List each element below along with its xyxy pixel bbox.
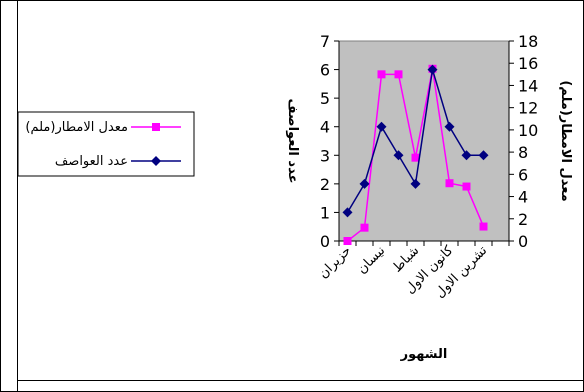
storms-point — [461, 150, 472, 161]
legend: معدل الامطار(ملم) عدد العواصف — [17, 111, 195, 177]
rainfall-point — [360, 223, 369, 232]
rainfall-point — [462, 182, 471, 191]
rainfall-point — [479, 222, 488, 231]
right-tick-label: 2 — [518, 210, 528, 229]
right-tick-label: 14 — [518, 76, 538, 95]
plot-area — [338, 40, 510, 242]
y-left-axis-title: عدد العواصف — [285, 99, 300, 184]
storms-point — [342, 207, 353, 218]
left-tick-label: 3 — [320, 146, 330, 165]
legend-marker-storms — [151, 156, 161, 166]
x-axis-title: الشهور — [400, 347, 448, 362]
storms-point — [478, 150, 489, 161]
left-tick-label: 6 — [320, 61, 330, 80]
right-tick-label: 8 — [518, 143, 528, 162]
left-tick-label: 0 — [320, 232, 330, 251]
legend-label-storms: عدد العواصف — [55, 154, 128, 169]
storms-point — [427, 64, 438, 75]
left-tick-label: 7 — [320, 32, 330, 51]
legend-marker-rainfall — [152, 123, 160, 131]
rainfall-point — [411, 153, 420, 162]
left-tick-label: 1 — [320, 203, 330, 222]
rainfall-point — [343, 237, 352, 245]
right-tick-label: 16 — [518, 54, 538, 73]
left-tick-label: 4 — [320, 118, 330, 137]
legend-box — [17, 111, 195, 177]
right-tick-label: 4 — [518, 188, 528, 207]
storms-point — [444, 121, 455, 132]
left-axis-ticks: 0 1 2 3 4 5 6 7 — [320, 32, 339, 251]
rainfall-point — [445, 179, 454, 188]
series-layer — [342, 64, 489, 245]
storms-point — [393, 150, 404, 161]
rainfall-point — [394, 70, 403, 79]
right-tick-label: 0 — [518, 232, 528, 251]
left-tick-label: 2 — [320, 175, 330, 194]
right-tick-label: 12 — [518, 99, 538, 118]
right-tick-label: 6 — [518, 165, 528, 184]
legend-label-rainfall: معدل الامطار(ملم) — [25, 120, 128, 135]
legend-entry-storms: عدد العواصف — [55, 154, 181, 169]
right-tick-label: 18 — [518, 32, 538, 51]
y-right-axis-title: معدل الامطار(ملم) — [558, 80, 573, 201]
storms-point — [376, 121, 387, 132]
right-tick-label: 10 — [518, 121, 538, 140]
storms-point — [410, 178, 421, 189]
storms-point — [359, 178, 370, 189]
left-tick-label: 5 — [320, 89, 330, 108]
right-axis-ticks: 0 2 4 6 8 10 12 14 16 18 — [509, 32, 538, 251]
legend-entry-rainfall: معدل الامطار(ملم) — [25, 120, 181, 135]
rainfall-point — [377, 70, 386, 79]
